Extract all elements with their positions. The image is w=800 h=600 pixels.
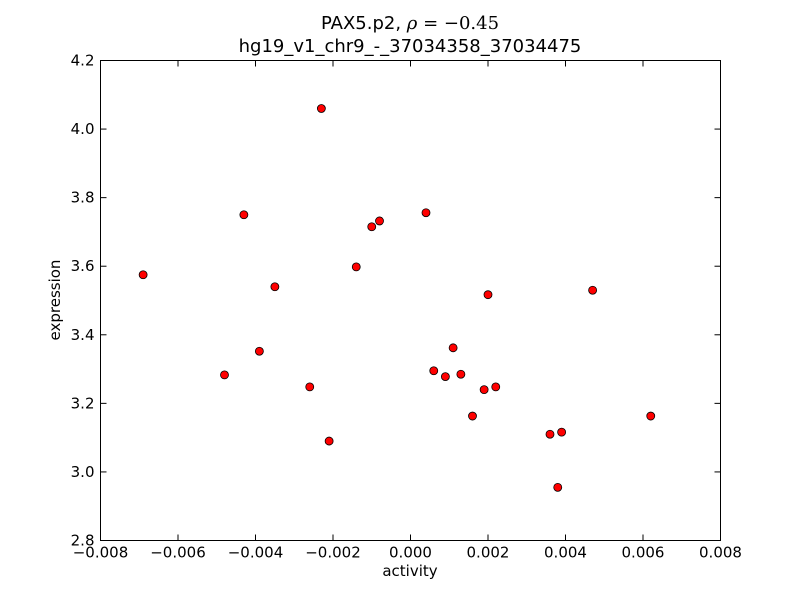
data-point [316,104,326,113]
data-point [440,372,450,382]
data-point [448,343,458,353]
data-point [239,210,249,220]
data-point [421,208,431,218]
x-tick-label: 0.002 [467,544,510,562]
y-tick-label: 4.2 [71,52,95,70]
axis-ticks: −0.008 −0.006 −0.004 −0.002 0.000 0.002 0.004 0… [71,52,742,562]
y-tick-label: 3.0 [71,463,95,481]
data-point [491,382,501,392]
x-tick-label: −0.002 [305,544,361,562]
chart-title-line2: hg19_v1_chr9_-_37034358_37034475 [239,36,582,57]
chart-title-line1: PAX5.p2, ρ = −0.45 [321,13,499,34]
data-point [483,290,493,300]
x-tick-label: −0.004 [228,544,284,562]
x-tick-label: 0.008 [699,544,742,562]
y-tick-label: 3.2 [71,394,95,412]
data-point [545,429,555,439]
y-axis-label: expression [46,260,64,341]
x-axis-label: activity [382,562,437,580]
x-tick-label: −0.008 [73,544,129,562]
data-point [479,385,489,395]
data-point [138,270,148,280]
data-point [468,411,477,421]
y-tick-label: 3.6 [71,257,95,275]
x-tick-label: 0.000 [389,544,432,562]
data-point [270,282,280,292]
plot-frame [100,60,721,541]
data-point [429,366,439,376]
data-point [324,436,334,446]
data-point [646,411,656,421]
data-point [375,216,384,226]
data-point [553,482,563,492]
y-tick-label: 3.4 [71,326,95,344]
data-point [351,262,361,272]
rho-value: = −0.45 [417,13,499,34]
data-point [456,369,466,379]
y-tick-label: 4.0 [71,120,95,138]
data-point [254,346,264,356]
y-tick-label: 3.8 [71,189,95,207]
y-tick-label: 2.8 [71,532,95,550]
rho-symbol: ρ [406,13,418,34]
x-tick-label: −0.006 [150,544,206,562]
x-tick-label: 0.004 [544,544,587,562]
data-point [367,222,377,232]
data-point [305,382,315,392]
data-point [557,427,567,437]
chart-title-prefix: PAX5.p2, [321,13,407,34]
data-point [588,285,598,295]
data-points [138,104,656,492]
data-point [220,370,229,380]
x-tick-label: 0.006 [622,544,665,562]
